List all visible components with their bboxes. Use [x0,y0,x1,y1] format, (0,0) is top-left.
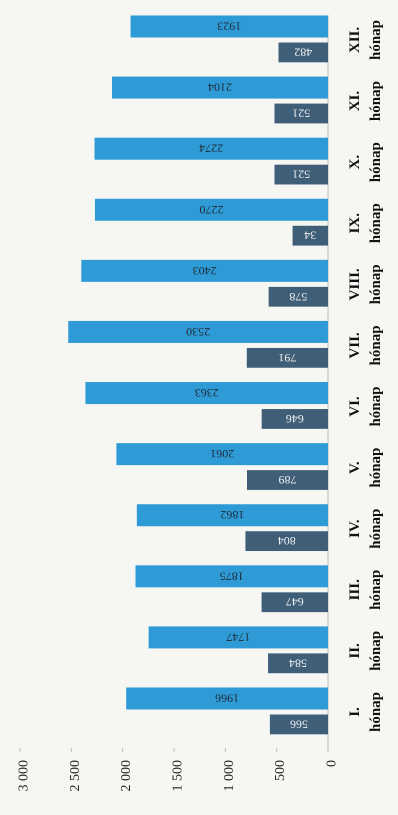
data-label-series-2: 1875 [220,569,244,583]
category-label-word: hónap [368,631,384,671]
bar-series-1 [261,409,328,429]
data-label-series-2: 1747 [226,630,250,644]
bar-series-1 [292,225,328,246]
bar-series-2 [135,565,328,588]
data-label-series-1: 566 [290,717,308,731]
category-label-numeral: I. [347,707,363,717]
category-label-word: hónap [368,325,384,365]
category-label: II. hónap [347,631,384,671]
category-label-word: hónap [368,264,384,304]
tick-label: 0 [325,760,340,767]
category-label-numeral: V. [347,461,363,474]
category-label-numeral: II. [347,643,363,659]
bar-series-2 [94,137,328,160]
tick-label: 2 500 [68,760,83,792]
data-label-series-1: 804 [278,534,296,548]
category-label-numeral: VII. [347,332,363,359]
category-label-word: hónap [368,203,384,243]
bar-series-2 [68,320,329,343]
bar-series-1 [269,714,328,735]
bar-series-1 [268,653,328,674]
tick-label: 2 000 [119,760,134,792]
category-label-word: hónap [368,509,384,549]
category-label: V. hónap [347,448,384,488]
data-label-series-1: 521 [292,106,310,120]
bar-series-2 [85,382,328,405]
bar-series-1 [261,592,328,613]
bar-series-1 [274,103,328,124]
bar-series-2 [148,626,328,649]
bar-series-1 [274,164,328,185]
data-label-series-2: 2403 [193,264,217,278]
category-label: III. hónap [347,570,384,610]
category-label: VIII. hónap [347,264,384,304]
data-label-series-2: 1966 [215,692,239,706]
data-label-series-1: 482 [294,45,312,59]
data-label-series-2: 1862 [220,508,244,522]
tick-label: 1 500 [171,760,186,792]
bar-series-1 [246,470,328,490]
data-label-series-1: 791 [278,351,296,365]
category-label: VI. hónap [347,387,384,427]
bar-series-2 [130,15,328,38]
data-label-series-1: 646 [286,412,304,426]
data-label-series-2: 2104 [208,81,232,95]
category-label: XII. hónap [347,20,384,60]
data-label-series-1: 34 [304,229,316,243]
data-label-series-1: 584 [289,656,307,670]
data-label-series-1: 521 [292,168,310,182]
category-label-word: hónap [368,448,384,488]
category-label: X. hónap [347,142,384,182]
category-label-word: hónap [368,570,384,610]
category-label-numeral: IX. [347,213,363,234]
category-label-word: hónap [368,387,384,427]
data-label-series-2: 2530 [186,325,210,339]
category-label: VII. hónap [347,325,384,365]
tick-label: 500 [273,760,288,781]
category-label-numeral: X. [347,155,363,170]
data-label-series-2: 2274 [199,142,223,156]
category-label: I. hónap [347,692,384,732]
bar-series-1 [245,531,328,552]
category-label-word: hónap [368,692,384,732]
bar-series-2 [126,687,328,710]
category-label-word: hónap [368,142,384,182]
bar-series-2 [81,259,329,282]
category-label-numeral: VI. [347,396,363,417]
bar-series-1 [268,286,328,307]
data-label-series-2: 1923 [217,20,241,34]
tick-label: 3 000 [17,760,32,792]
category-label: IV. hónap [347,509,384,549]
data-label-series-1: 578 [289,290,307,304]
bar-series-2 [94,198,329,221]
category-label-numeral: XII. [347,27,363,54]
data-label-series-1: 647 [286,595,304,609]
data-label-series-2: 2270 [199,203,223,217]
category-label: IX. hónap [347,203,384,243]
bar-series-2 [111,76,328,99]
bar-series-2 [116,443,329,466]
tick-label: 1 000 [222,760,237,792]
category-label-numeral: XI. [347,91,363,112]
bar-series-2 [136,504,328,527]
category-label-word: hónap [368,81,384,121]
category-label-numeral: IV. [347,519,363,538]
bars: 566 1966 584 1747 647 1875 804 1862 789 2061 646 23… [68,15,329,735]
bar-series-1 [278,42,328,63]
data-label-series-2: 2061 [210,447,234,461]
category-label: XI. hónap [347,81,384,121]
category-label-word: hónap [368,20,384,60]
category-label-numeral: III. [347,579,363,601]
bar-series-1 [246,347,328,368]
data-label-series-1: 789 [278,473,296,487]
data-label-series-2: 2363 [195,386,219,400]
category-label-numeral: VIII. [347,268,363,300]
